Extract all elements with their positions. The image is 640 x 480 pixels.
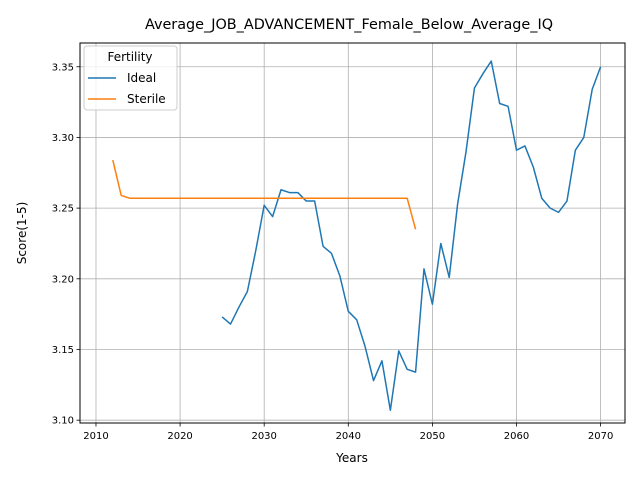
series-line-sterile xyxy=(112,159,417,230)
x-axis-label: Years xyxy=(335,451,368,465)
y-tick-label: 3.10 xyxy=(52,416,74,427)
y-tick-label: 3.20 xyxy=(52,274,74,285)
plot-frame xyxy=(79,42,626,424)
x-tick-label: 2010 xyxy=(83,431,108,442)
series-lines xyxy=(112,60,602,412)
grid-lines xyxy=(80,43,625,423)
legend-title: Fertility xyxy=(107,50,152,64)
x-tick-label: 2050 xyxy=(420,431,445,442)
y-tick-label: 3.25 xyxy=(52,204,74,215)
x-tick-label: 2040 xyxy=(336,431,361,442)
y-axis-ticks: 3.10 3.15 3.20 3.25 3.30 3.35 xyxy=(52,62,80,427)
x-tick-label: 2060 xyxy=(504,431,529,442)
x-tick-label: 2070 xyxy=(588,431,613,442)
x-tick-label: 2030 xyxy=(251,431,276,442)
x-tick-label: 2020 xyxy=(167,431,192,442)
legend: Fertility Ideal Sterile xyxy=(83,45,178,111)
y-axis-label: Score(1-5) xyxy=(15,202,29,265)
y-tick-label: 3.30 xyxy=(52,133,74,144)
y-tick-label: 3.35 xyxy=(52,62,74,73)
legend-label-sterile: Sterile xyxy=(127,92,166,106)
legend-label-ideal: Ideal xyxy=(127,71,156,85)
x-axis-ticks: 2010 2020 2030 2040 2050 2060 2070 xyxy=(83,423,613,442)
series-line-ideal xyxy=(221,60,602,412)
chart-title: Average_JOB_ADVANCEMENT_Female_Below_Ave… xyxy=(145,17,553,33)
y-tick-label: 3.15 xyxy=(52,345,74,356)
legend-box xyxy=(83,45,178,111)
